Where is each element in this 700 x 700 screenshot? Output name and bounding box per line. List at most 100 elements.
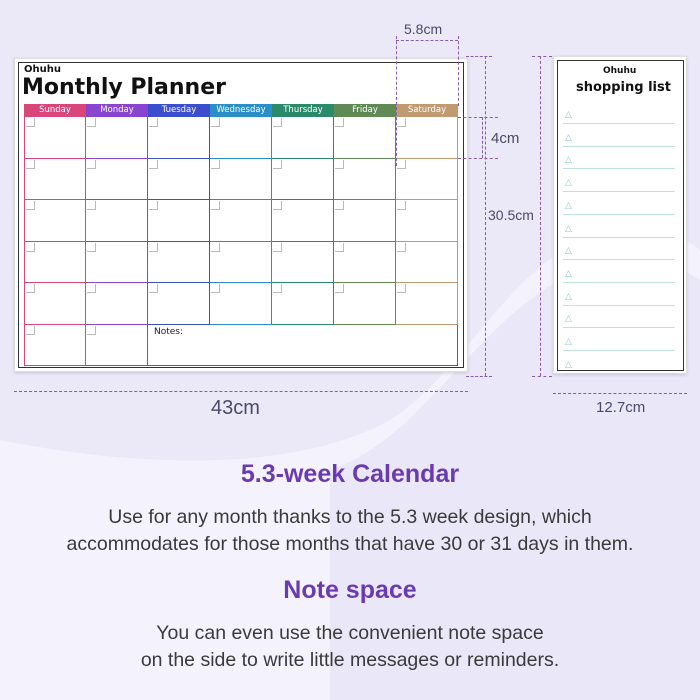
day-cell[interactable] bbox=[148, 158, 210, 200]
day-cell[interactable] bbox=[24, 117, 86, 159]
day-cell[interactable] bbox=[86, 324, 148, 366]
day-cell[interactable] bbox=[210, 117, 272, 159]
shopping-list-title: shopping list bbox=[576, 80, 671, 95]
day-header-tuesday: Tuesday bbox=[148, 104, 210, 117]
dim-label-width: 43cm bbox=[211, 397, 260, 419]
date-box bbox=[273, 242, 282, 252]
day-cell[interactable] bbox=[396, 200, 458, 242]
triangle-bullet-icon: △ bbox=[565, 132, 572, 143]
triangle-bullet-icon: △ bbox=[565, 200, 572, 211]
dim-line-row bbox=[482, 117, 483, 158]
date-box bbox=[211, 284, 220, 293]
dim-guide bbox=[532, 376, 552, 377]
day-cell[interactable] bbox=[86, 158, 148, 200]
dim-line-width bbox=[14, 391, 468, 392]
day-cell[interactable] bbox=[396, 158, 458, 200]
day-cell[interactable] bbox=[86, 283, 148, 325]
day-cell[interactable] bbox=[334, 241, 396, 283]
day-cell[interactable] bbox=[24, 241, 86, 283]
list-brand-logo: Ohuhu bbox=[603, 66, 637, 76]
day-cell[interactable] bbox=[334, 158, 396, 200]
dim-guide bbox=[458, 117, 498, 118]
date-box bbox=[335, 118, 344, 127]
day-cell[interactable] bbox=[148, 117, 210, 159]
list-line[interactable]: △ bbox=[563, 329, 675, 351]
day-cell[interactable] bbox=[210, 158, 272, 200]
day-cell[interactable] bbox=[334, 200, 396, 242]
day-cell[interactable] bbox=[396, 241, 458, 283]
feature2-heading: Note space bbox=[283, 576, 417, 604]
date-box bbox=[335, 159, 344, 169]
list-line[interactable]: △ bbox=[563, 102, 675, 124]
planner-brand-logo: Ohuhu bbox=[24, 64, 61, 75]
day-cell[interactable] bbox=[24, 158, 86, 200]
list-line[interactable]: △ bbox=[563, 216, 675, 238]
day-cell[interactable] bbox=[210, 200, 272, 242]
date-box bbox=[26, 159, 35, 169]
day-cell[interactable] bbox=[334, 117, 396, 159]
date-box bbox=[397, 159, 406, 169]
day-cell[interactable] bbox=[396, 283, 458, 325]
dim-label-height: 30.5cm bbox=[488, 207, 534, 223]
date-box bbox=[87, 242, 96, 252]
date-box bbox=[335, 284, 344, 293]
planner-border bbox=[18, 62, 464, 368]
day-cell[interactable] bbox=[210, 241, 272, 283]
day-cell[interactable] bbox=[272, 283, 334, 325]
day-cell[interactable] bbox=[272, 241, 334, 283]
list-line[interactable]: △ bbox=[563, 125, 675, 147]
day-cell[interactable] bbox=[86, 200, 148, 242]
date-box bbox=[273, 159, 282, 169]
date-box bbox=[87, 159, 96, 169]
day-cell[interactable] bbox=[148, 241, 210, 283]
day-cell[interactable] bbox=[86, 117, 148, 159]
date-box bbox=[211, 242, 220, 252]
day-cell[interactable] bbox=[24, 200, 86, 242]
dim-guide bbox=[540, 56, 541, 376]
date-box bbox=[26, 118, 35, 127]
triangle-bullet-icon: △ bbox=[565, 268, 572, 279]
day-cell[interactable] bbox=[148, 200, 210, 242]
list-line[interactable]: △ bbox=[563, 193, 675, 215]
date-box bbox=[26, 284, 35, 293]
notes-area[interactable] bbox=[148, 324, 458, 366]
date-box bbox=[273, 284, 282, 293]
list-line[interactable]: △ bbox=[563, 170, 675, 193]
day-cell[interactable] bbox=[272, 200, 334, 242]
day-cell[interactable] bbox=[148, 283, 210, 325]
triangle-bullet-icon: △ bbox=[565, 223, 572, 234]
dim-guide bbox=[458, 36, 459, 106]
day-cell[interactable] bbox=[24, 283, 86, 325]
list-line[interactable]: △ bbox=[563, 238, 675, 261]
day-cell[interactable] bbox=[86, 241, 148, 283]
triangle-bullet-icon: △ bbox=[565, 337, 572, 347]
day-cell[interactable] bbox=[396, 117, 458, 159]
triangle-bullet-icon: △ bbox=[565, 359, 572, 370]
date-box bbox=[211, 118, 220, 127]
day-cell[interactable] bbox=[24, 324, 86, 366]
triangle-bullet-icon: △ bbox=[565, 314, 572, 325]
dim-label-column-width: 5.8cm bbox=[404, 21, 443, 37]
list-line[interactable]: △ bbox=[563, 261, 675, 283]
triangle-bullet-icon: △ bbox=[565, 178, 572, 189]
list-line[interactable]: △ bbox=[563, 147, 675, 170]
day-cell[interactable] bbox=[272, 158, 334, 200]
dim-line-column bbox=[396, 40, 458, 41]
date-box bbox=[149, 242, 158, 252]
day-header-thursday: Thursday bbox=[272, 104, 334, 117]
date-box bbox=[87, 201, 96, 210]
list-line[interactable]: △ bbox=[563, 352, 675, 374]
date-box bbox=[26, 201, 35, 210]
dim-line-height bbox=[485, 56, 486, 376]
triangle-bullet-icon: △ bbox=[565, 110, 572, 120]
day-cell[interactable] bbox=[334, 283, 396, 325]
day-cell[interactable] bbox=[210, 283, 272, 325]
date-box bbox=[273, 201, 282, 210]
list-line[interactable]: △ bbox=[563, 284, 675, 306]
date-box bbox=[87, 325, 96, 335]
day-cell[interactable] bbox=[272, 117, 334, 159]
list-line[interactable]: △ bbox=[563, 306, 675, 329]
day-header-monday: Monday bbox=[86, 104, 148, 117]
dim-label-row-height: 4cm bbox=[491, 130, 520, 147]
feature2-line: You can even use the convenient note spa… bbox=[156, 622, 544, 644]
